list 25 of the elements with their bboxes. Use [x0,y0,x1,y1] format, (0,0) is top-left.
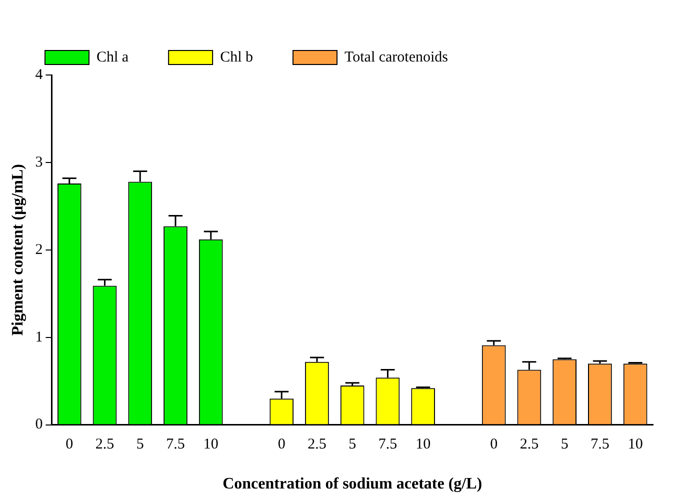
y-axis-title: Pigment content (μg/mL) [10,164,27,336]
x-tick-label: 0 [278,436,286,453]
x-tick-label: 5 [136,436,144,453]
y-tick-label: 1 [35,329,43,346]
x-tick-label: 10 [203,436,218,453]
y-tick-label: 3 [35,154,43,170]
x-axis-title: Concentration of sodium acetate (g/L) [222,476,482,493]
x-tick-label: 0 [490,436,498,453]
x-tick-label: 2.5 [308,436,326,453]
legend-label: Chl b [220,49,254,66]
x-tick-label: 7.5 [378,436,398,453]
legend-label: Total carotenoids [344,49,448,66]
x-tick-label: 5 [348,436,356,453]
x-tick-label: 5 [560,436,568,453]
x-tick-label: 7.5 [590,436,610,453]
legend-label: Chl a [96,49,129,66]
y-tick-label: 4 [35,66,44,83]
x-tick-label: 0 [66,436,74,453]
x-tick-label: 10 [416,436,431,453]
x-tick-label: 2.5 [95,436,114,453]
y-tick-label: 2 [35,242,43,258]
x-tick-label: 7.5 [166,436,185,453]
x-tick-label: 2.5 [520,436,539,453]
x-tick-label: 10 [628,436,643,453]
y-tick-label: 0 [35,416,43,433]
